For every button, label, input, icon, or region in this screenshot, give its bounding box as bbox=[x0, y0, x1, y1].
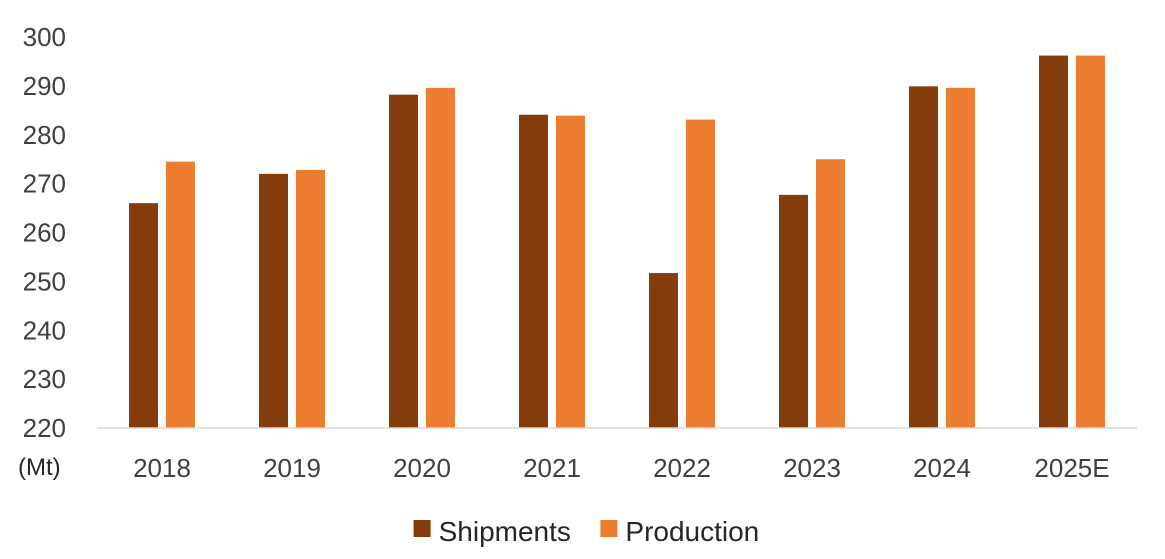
x-tick-label: 2020 bbox=[393, 453, 451, 483]
bar-shipments-2025e bbox=[1039, 55, 1068, 428]
bar-production-2021 bbox=[556, 115, 585, 428]
bar-shipments-2018 bbox=[129, 203, 158, 428]
bar-production-2019 bbox=[296, 169, 325, 428]
y-tick-label: 250 bbox=[23, 266, 66, 296]
bar-shipments-2024 bbox=[909, 86, 938, 429]
y-tick-label: 260 bbox=[23, 218, 66, 248]
y-tick-label: 240 bbox=[23, 315, 66, 345]
legend-label-shipments: Shipments bbox=[439, 516, 571, 547]
y-tick-label: 280 bbox=[23, 120, 66, 150]
bar-shipments-2022 bbox=[649, 273, 678, 428]
y-tick-label: 270 bbox=[23, 169, 66, 199]
legend-swatch-production bbox=[600, 520, 618, 537]
y-tick-label: 290 bbox=[23, 71, 66, 101]
bar-production-2024 bbox=[946, 87, 975, 428]
y-tick-label: 220 bbox=[23, 413, 66, 443]
y-tick-label: 300 bbox=[23, 22, 66, 52]
x-tick-label: 2022 bbox=[653, 453, 711, 483]
y-unit-label: (Mt) bbox=[18, 454, 61, 481]
bar-production-2022 bbox=[686, 119, 715, 428]
x-tick-label: 2023 bbox=[783, 453, 841, 483]
bar-production-2018 bbox=[166, 161, 195, 428]
x-tick-label: 2018 bbox=[133, 453, 191, 483]
legend-label-production: Production bbox=[625, 516, 759, 547]
bars-layer bbox=[129, 55, 1105, 429]
x-tick-label: 2025E bbox=[1034, 453, 1109, 483]
legend-swatch-shipments bbox=[413, 520, 431, 537]
bar-shipments-2023 bbox=[779, 194, 808, 428]
bar-production-2023 bbox=[816, 159, 845, 428]
bar-shipments-2020 bbox=[389, 94, 418, 429]
x-tick-label: 2019 bbox=[263, 453, 321, 483]
bar-shipments-2021 bbox=[519, 114, 548, 429]
bar-production-2020 bbox=[426, 87, 455, 428]
y-tick-label: 230 bbox=[23, 364, 66, 394]
x-tick-labels: 2018 2019 2020 2021 2022 2023 2024 2025E bbox=[133, 453, 1110, 483]
x-tick-label: 2024 bbox=[913, 453, 971, 483]
legend: Shipments Production bbox=[413, 516, 759, 547]
y-tick-labels: 220 230 240 250 260 270 280 290 300 bbox=[23, 22, 66, 443]
x-tick-label: 2021 bbox=[523, 453, 581, 483]
bar-production-2025e bbox=[1076, 55, 1105, 428]
bar-shipments-2019 bbox=[259, 173, 288, 428]
